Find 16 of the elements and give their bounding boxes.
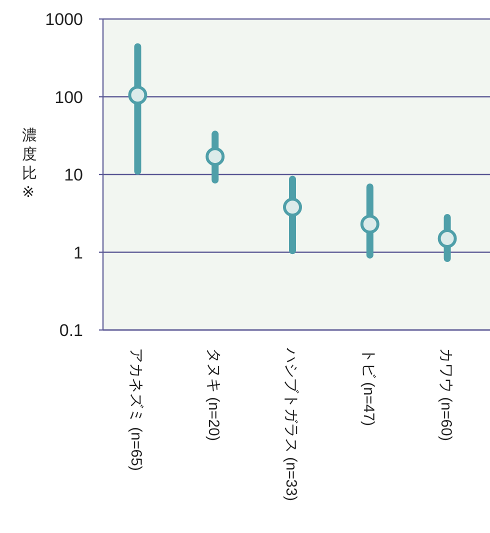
y-tick-label: 0.1 [59, 321, 83, 340]
y-axis-title: 濃度比※ [22, 127, 37, 201]
y-tick-label: 1 [74, 243, 83, 262]
point [438, 229, 457, 248]
x-tick-label: ハシブトガラス (n=33) [282, 347, 300, 501]
point [283, 198, 302, 217]
x-tick-label: アカネズミ (n=65) [128, 348, 145, 471]
x-tick-label: タヌキ (n=20) [205, 348, 222, 441]
y-tick-label: 10 [64, 166, 83, 184]
y-tick-label: 100 [54, 88, 83, 107]
x-tick-label: トビ (n=47) [360, 348, 377, 426]
x-tick-label: カワウ (n=60) [437, 348, 454, 441]
y-tick-label: 1000 [45, 10, 83, 29]
point [360, 214, 380, 234]
point [128, 86, 148, 105]
point [206, 147, 225, 166]
